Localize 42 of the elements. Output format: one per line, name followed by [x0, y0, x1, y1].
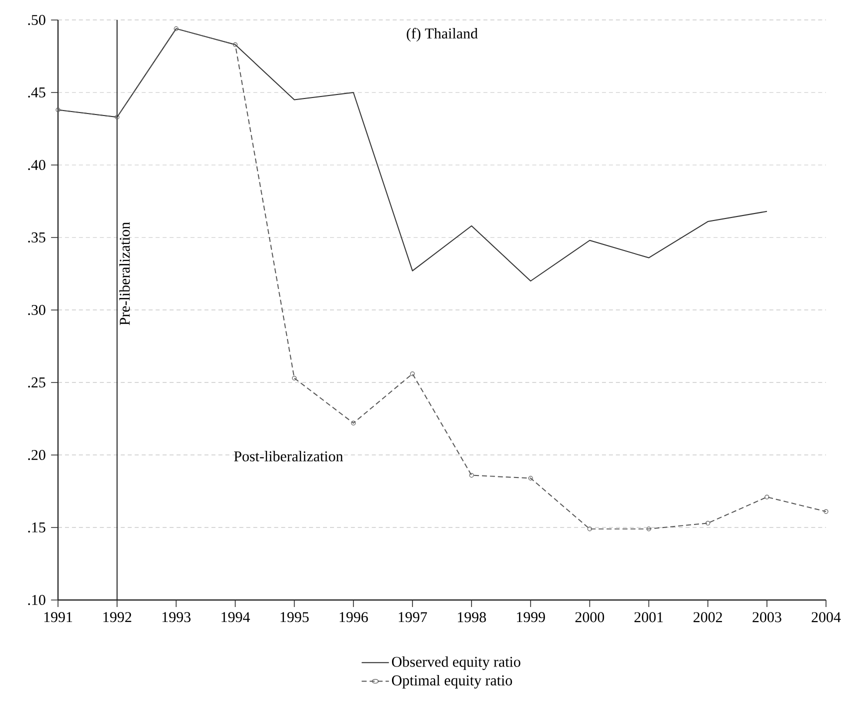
x-tick-label: 1999: [516, 612, 545, 622]
y-tick-label: .15: [28, 522, 46, 533]
y-tick-label: .35: [28, 232, 46, 243]
y-tick-label: .20: [28, 450, 46, 460]
point: [292, 376, 297, 380]
y-tick-label: .25: [28, 377, 46, 388]
point: [706, 520, 710, 526]
point: [410, 371, 415, 376]
x-tick-label: 2003: [752, 612, 782, 622]
chart-title: (f) Thailand: [406, 28, 478, 42]
x-tick-label: 1993: [162, 612, 191, 622]
point: [646, 526, 652, 532]
point: [351, 420, 356, 426]
x-tick-label: 1991: [44, 612, 72, 622]
x-tick-label: 2000: [575, 612, 604, 622]
x-tick-label: 1995: [280, 612, 309, 622]
point: [587, 526, 592, 532]
x-tick-label: 1997: [398, 612, 427, 622]
y-tick-label: .45: [28, 87, 46, 98]
x-tick-label: 2004: [812, 612, 841, 622]
y-tick-label: .40: [28, 160, 46, 170]
point: [232, 42, 238, 47]
point: [56, 108, 60, 112]
point: [824, 509, 828, 514]
x-tick-label: 1998: [458, 612, 486, 622]
y-tick-label: .50: [28, 14, 46, 26]
x-tick-label: 1996: [340, 612, 368, 622]
ref-line-label: Pre-liberalization: [119, 222, 130, 326]
x-tick-label: 2001: [634, 612, 663, 622]
point: [469, 472, 474, 478]
x-tick-label: 1994: [222, 612, 250, 622]
y-tick-label: .10: [28, 594, 46, 606]
x-tick-label: 1992: [103, 612, 132, 622]
legend-label: Optimal equity ratio: [392, 674, 512, 689]
point: [528, 476, 533, 480]
legend-label: Observed equity ratio: [392, 656, 520, 670]
point: [114, 114, 120, 120]
point: [174, 26, 178, 31]
y-tick-label: .30: [28, 304, 46, 316]
point: [764, 494, 770, 500]
annotation: Post-liberalization: [234, 450, 343, 462]
x-tick-label: 2002: [694, 612, 722, 622]
